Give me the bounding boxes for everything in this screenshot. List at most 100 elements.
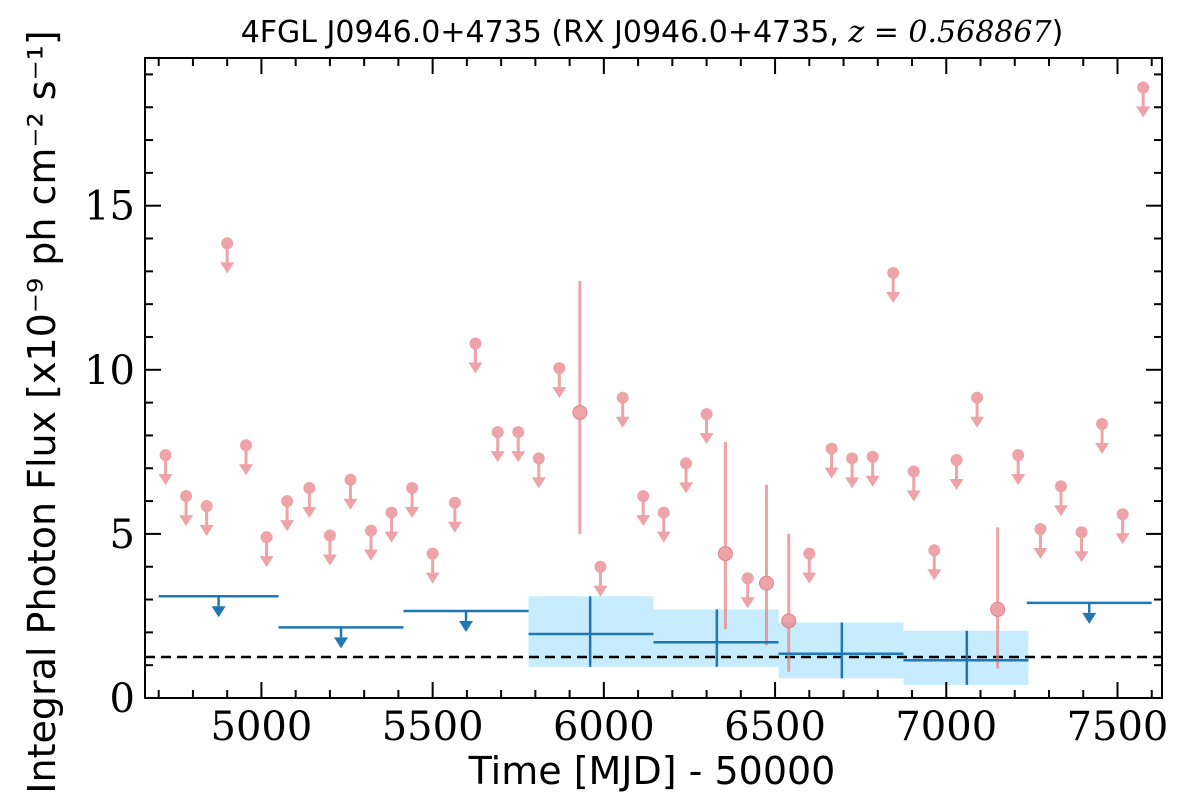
long-bin-arrow-head bbox=[459, 621, 474, 633]
short-bin-upper-limit bbox=[970, 391, 985, 428]
short-bin-upper-limit bbox=[906, 465, 921, 502]
short-bin-upper-limit bbox=[615, 391, 630, 428]
upper-limit-point bbox=[616, 391, 629, 404]
upper-limit-point bbox=[1034, 522, 1047, 535]
upper-limit-arrow-head bbox=[927, 569, 942, 581]
upper-limit-arrow-head bbox=[845, 477, 860, 489]
short-bin-upper-limit bbox=[865, 450, 880, 487]
upper-limit-point bbox=[1137, 81, 1150, 94]
short-bin-upper-limit bbox=[1074, 526, 1089, 563]
short-bin-upper-limit bbox=[886, 266, 901, 303]
upper-limit-arrow-head bbox=[447, 521, 462, 533]
upper-limit-point bbox=[971, 391, 984, 404]
short-bin-upper-limit bbox=[1033, 522, 1048, 559]
short-bin-upper-limit bbox=[511, 426, 526, 463]
short-bin-upper-limit bbox=[927, 544, 942, 581]
upper-limit-point bbox=[159, 449, 172, 462]
upper-limit-point bbox=[594, 560, 607, 573]
upper-limit-point bbox=[637, 490, 650, 503]
short-bin-upper-limit bbox=[220, 237, 235, 274]
upper-limit-point bbox=[825, 442, 838, 455]
upper-limit-point bbox=[469, 337, 482, 350]
upper-limit-arrow-head bbox=[949, 479, 964, 491]
upper-limit-arrow-head bbox=[1074, 551, 1089, 563]
x-tick-label: 5500 bbox=[382, 704, 484, 750]
upper-limit-point bbox=[532, 452, 545, 465]
upper-limit-point bbox=[553, 362, 566, 375]
y-tick-label: 0 bbox=[110, 676, 135, 722]
upper-limit-point bbox=[928, 544, 941, 557]
chart-title-redshift: z = 0.568867 bbox=[847, 15, 1052, 50]
upper-limit-point bbox=[512, 426, 525, 439]
upper-limit-arrow-head bbox=[1033, 547, 1048, 559]
upper-limit-arrow-head bbox=[364, 549, 378, 561]
short-bin-upper-limit bbox=[1011, 449, 1026, 486]
short-bin-markers bbox=[158, 81, 1151, 672]
detection-point bbox=[990, 601, 1006, 617]
upper-limit-arrow-head bbox=[511, 451, 526, 463]
long-bin-arrow-head bbox=[334, 637, 349, 649]
upper-limit-arrow-head bbox=[405, 506, 420, 518]
upper-limit-arrow-head bbox=[824, 467, 839, 479]
short-bin-detection bbox=[990, 527, 1006, 669]
long-bin-markers bbox=[158, 595, 1152, 685]
detection-point bbox=[759, 575, 774, 591]
short-bin-upper-limit bbox=[302, 481, 317, 518]
short-bin-upper-limit bbox=[740, 572, 755, 609]
short-bin-upper-limit bbox=[636, 490, 651, 527]
short-bin-detection bbox=[717, 442, 733, 630]
upper-limit-arrow-head bbox=[531, 477, 546, 489]
upper-limit-arrow-head bbox=[1136, 106, 1151, 118]
upper-limit-point bbox=[1054, 480, 1067, 493]
upper-limit-point bbox=[323, 529, 336, 542]
short-bin-upper-limit bbox=[679, 457, 694, 494]
y-tick-label: 10 bbox=[84, 348, 135, 394]
short-bin-upper-limit bbox=[364, 524, 378, 561]
short-bin-upper-limit bbox=[949, 454, 964, 491]
upper-limit-arrow-head bbox=[158, 474, 173, 486]
short-bin-upper-limit bbox=[552, 362, 567, 399]
upper-limit-arrow-head bbox=[552, 387, 567, 399]
upper-limit-point bbox=[281, 495, 294, 508]
upper-limit-point bbox=[260, 531, 273, 544]
upper-limit-arrow-head bbox=[259, 556, 274, 568]
upper-limit-point bbox=[1096, 417, 1109, 430]
upper-limit-arrow-head bbox=[322, 554, 337, 566]
upper-limit-arrow-head bbox=[220, 262, 235, 274]
short-bin-upper-limit bbox=[158, 449, 173, 486]
short-bin-upper-limit bbox=[699, 408, 714, 445]
short-bin-upper-limit bbox=[593, 560, 608, 597]
upper-limit-point bbox=[385, 506, 398, 519]
confidence-bands bbox=[528, 596, 1029, 685]
chart-title-end: ) bbox=[1052, 15, 1064, 50]
upper-limit-point bbox=[344, 473, 357, 486]
upper-limit-point bbox=[1116, 508, 1129, 521]
short-bin-upper-limit bbox=[179, 490, 194, 527]
upper-limit-arrow-head bbox=[802, 572, 817, 584]
upper-limit-arrow-head bbox=[280, 520, 295, 532]
short-bin-upper-limit bbox=[425, 547, 440, 584]
upper-limit-point bbox=[365, 524, 377, 537]
short-bin-upper-limit bbox=[280, 495, 295, 532]
upper-limit-point bbox=[448, 496, 461, 509]
upper-limit-point bbox=[657, 506, 670, 519]
short-bin-upper-limit bbox=[322, 529, 337, 566]
upper-limit-point bbox=[1075, 526, 1088, 539]
short-bin-upper-limit bbox=[656, 506, 671, 543]
upper-limit-point bbox=[1012, 449, 1025, 462]
axis-ticks bbox=[145, 58, 1162, 699]
long-bin-detection bbox=[528, 596, 654, 667]
short-bin-upper-limit bbox=[447, 496, 462, 533]
upper-limit-arrow-head bbox=[468, 362, 483, 374]
long-bin-upper-limit bbox=[158, 595, 279, 618]
upper-limit-point bbox=[866, 450, 879, 463]
short-bin-upper-limit bbox=[1095, 417, 1110, 454]
upper-limit-point bbox=[680, 457, 693, 470]
upper-limit-point bbox=[907, 465, 920, 478]
upper-limit-point bbox=[180, 490, 193, 503]
short-bin-upper-limit bbox=[490, 426, 505, 463]
upper-limit-arrow-head bbox=[302, 506, 317, 518]
detection-point bbox=[781, 613, 797, 629]
upper-limit-point bbox=[406, 481, 419, 494]
upper-limit-point bbox=[240, 439, 253, 452]
